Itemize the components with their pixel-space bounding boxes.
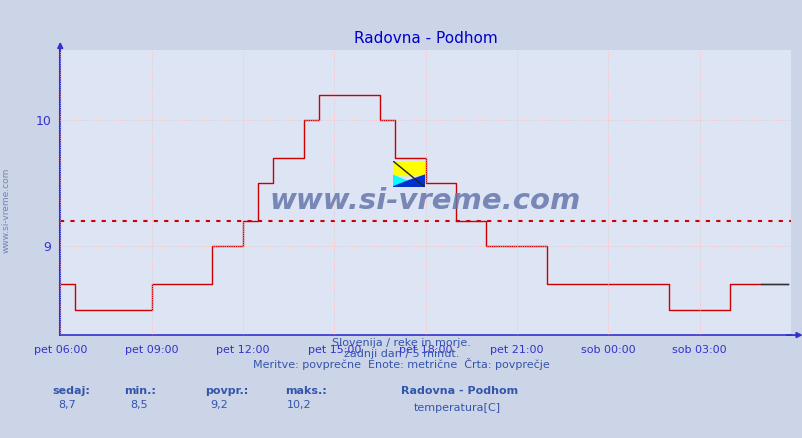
Text: Meritve: povprečne  Enote: metrične  Črta: povprečje: Meritve: povprečne Enote: metrične Črta:… [253,358,549,370]
Text: povpr.:: povpr.: [205,386,248,396]
Text: sedaj:: sedaj: [52,386,90,396]
Text: Radovna - Podhom: Radovna - Podhom [401,386,518,396]
Text: 8,7: 8,7 [58,400,75,410]
Text: Slovenija / reke in morje.: Slovenija / reke in morje. [332,338,470,348]
Text: maks.:: maks.: [285,386,326,396]
Text: min.:: min.: [124,386,156,396]
Text: 9,2: 9,2 [210,400,228,410]
Text: 10,2: 10,2 [287,400,311,410]
Text: www.si-vreme.com: www.si-vreme.com [269,187,581,215]
Polygon shape [392,161,424,175]
Text: temperatura[C]: temperatura[C] [413,403,500,413]
Polygon shape [392,175,407,187]
Polygon shape [392,175,424,187]
Title: Radovna - Podhom: Radovna - Podhom [353,32,497,46]
Text: zadnji dan / 5 minut.: zadnji dan / 5 minut. [343,349,459,359]
Text: www.si-vreme.com: www.si-vreme.com [2,168,11,253]
Text: 8,5: 8,5 [130,400,148,410]
